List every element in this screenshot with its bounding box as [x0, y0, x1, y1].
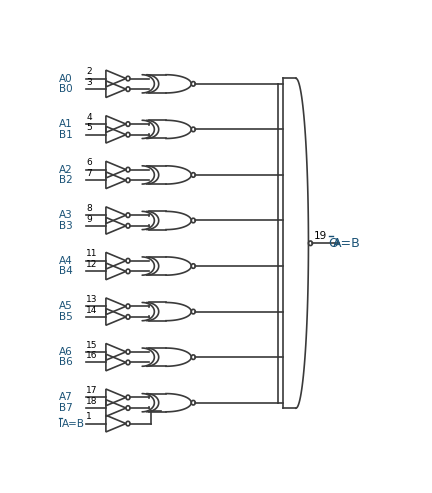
- Text: 1: 1: [86, 412, 92, 422]
- Text: B5: B5: [59, 312, 73, 322]
- Text: A=B: A=B: [333, 237, 361, 250]
- Text: 4: 4: [86, 113, 92, 122]
- Text: B7: B7: [59, 403, 73, 413]
- Text: A2: A2: [59, 165, 73, 175]
- Text: 11: 11: [86, 249, 98, 258]
- Text: 5: 5: [86, 123, 92, 133]
- Text: 13: 13: [86, 295, 98, 304]
- Text: I: I: [59, 419, 62, 428]
- Text: B1: B1: [59, 130, 73, 140]
- Text: O: O: [329, 237, 338, 250]
- Text: 8: 8: [86, 204, 92, 213]
- Text: 3: 3: [86, 78, 92, 87]
- Text: A3: A3: [59, 210, 73, 220]
- Text: 12: 12: [86, 260, 98, 269]
- Text: 14: 14: [86, 306, 98, 315]
- Text: A5: A5: [59, 301, 73, 311]
- Text: B0: B0: [59, 84, 73, 94]
- Text: B2: B2: [59, 175, 73, 185]
- Text: 6: 6: [86, 158, 92, 167]
- Text: A7: A7: [59, 392, 73, 402]
- Text: A1: A1: [59, 119, 73, 129]
- Text: 16: 16: [86, 351, 98, 360]
- Text: 17: 17: [86, 386, 98, 395]
- Text: 2: 2: [86, 67, 92, 76]
- Text: B4: B4: [59, 266, 73, 277]
- Text: A=B: A=B: [62, 419, 85, 428]
- Text: 19: 19: [314, 231, 327, 241]
- Text: B6: B6: [59, 357, 73, 367]
- Text: A0: A0: [59, 73, 73, 83]
- Text: 9: 9: [86, 214, 92, 223]
- Text: 18: 18: [86, 397, 98, 406]
- Text: 7: 7: [86, 169, 92, 178]
- Text: A4: A4: [59, 256, 73, 266]
- Text: B3: B3: [59, 221, 73, 231]
- Text: 15: 15: [86, 341, 98, 350]
- Text: A6: A6: [59, 347, 73, 357]
